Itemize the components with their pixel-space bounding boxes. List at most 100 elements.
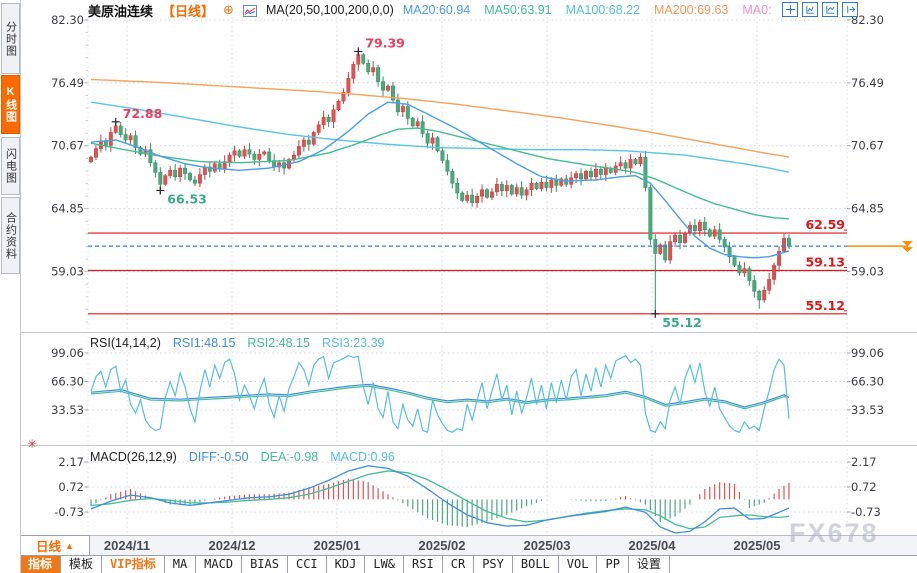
x-axis-month-label: 2024/12 <box>208 538 256 553</box>
bottom-tab-pp[interactable]: PP <box>597 556 629 573</box>
x-axis-month-label: 2025/05 <box>733 538 781 553</box>
rsi-readout: RSI1:48.15 RSI2:48.15 RSI3:23.39 <box>173 336 385 350</box>
macd-title[interactable]: MACD(26,12,9) <box>90 449 177 464</box>
axis-label: 66.30 <box>851 375 884 389</box>
bottom-tab-settings[interactable]: 设置 <box>629 556 670 573</box>
x-axis-month-label: 2024/11 <box>103 538 151 553</box>
extreme-price-label: 79.39 <box>365 35 405 50</box>
rsi-panel-header: RSI(14,14,2) RSI1:48.15 RSI2:48.15 RSI3:23… <box>90 335 385 350</box>
macd-panel-settings-icon[interactable]: ✳ <box>27 437 38 451</box>
price-level-label: 55.12 <box>805 298 845 313</box>
bottom-tab-macd[interactable]: MACD <box>196 556 243 573</box>
axis-label: 76.49 <box>851 76 884 90</box>
axis-label: 82.30 <box>51 13 84 27</box>
rsi-line-rsi1 <box>90 383 790 408</box>
axis-label: 66.30 <box>51 375 84 389</box>
period-badge: 【日线】 <box>162 3 215 19</box>
bottom-tab-cr[interactable]: CR <box>443 556 475 573</box>
rsi-value-rsi3: RSI3:23.39 <box>321 335 385 350</box>
ma-readout: MA20:60.94 MA50:63.91 MA100:68.22 MA200:69.… <box>403 3 772 17</box>
extreme-price-label: 72.88 <box>123 106 163 121</box>
charts-canvas[interactable]: 82.30 82.30 76.49 76.49 70.67 70.67 64.85 64.85… <box>0 0 917 535</box>
ma-line-ma100 <box>90 101 790 173</box>
scale-chart-icon[interactable] <box>802 2 818 17</box>
candlestick-series <box>89 51 791 314</box>
bottom-tab-template[interactable]: 模板 <box>61 556 103 573</box>
macd-value-diff: DIFF:-0.50 <box>188 449 249 464</box>
x-axis-month-label: 2025/03 <box>523 538 571 553</box>
sidebar-tab-lightning-chart[interactable]: 闪电图 <box>1 137 20 195</box>
axis-label: -0.73 <box>851 505 881 519</box>
axis-label: 2.17 <box>58 455 84 469</box>
bottom-tab-kdj[interactable]: KDJ <box>327 556 366 573</box>
price-marker-icon <box>902 241 913 247</box>
axis-label: 99.06 <box>51 346 84 360</box>
chart-toolbar <box>782 2 858 17</box>
bottom-tab-boll[interactable]: BOLL <box>513 556 559 573</box>
axis-label: 70.67 <box>851 139 884 153</box>
axis-label: -0.73 <box>54 505 84 519</box>
bottom-tab-indicator[interactable]: 指标 <box>20 556 62 573</box>
ma-value-ma200: MA200:69.63 <box>654 3 729 17</box>
axis-label: 76.49 <box>51 76 84 90</box>
rsi-value-rsi2: RSI2:48.15 <box>247 335 310 350</box>
bottom-tab-lw[interactable]: LW& <box>365 556 405 573</box>
bottom-tab-bias[interactable]: BIAS <box>242 556 288 573</box>
x-axis-month-label: 2025/02 <box>418 538 466 553</box>
bottom-tab-rsi[interactable]: RSI <box>404 556 443 573</box>
bottom-tab-ma[interactable]: MA <box>165 556 197 573</box>
price-level-label: 59.13 <box>805 254 845 269</box>
axis-label: 82.30 <box>851 13 884 27</box>
chart-type-sidebar: 分时图 K线图闪电图合约资料 <box>0 0 21 573</box>
rsi-line-rsi2 <box>90 385 790 410</box>
rsi-line-rsi3 <box>90 354 790 434</box>
ma-line-ma20 <box>90 101 790 259</box>
sidebar-tab-kline-chart[interactable]: K线图 <box>1 75 20 134</box>
scale-chart-alt-icon[interactable] <box>822 2 838 17</box>
macd-value-macd: MACD:0.96 <box>330 449 395 464</box>
bottom-tab-psy[interactable]: PSY <box>474 556 513 573</box>
ma-line-ma200 <box>90 78 790 158</box>
axis-label: 33.53 <box>851 403 884 417</box>
date-axis-row: 日线 ▲ 2024/11 2024/12 2025/01 2025/02 2025/03… <box>20 535 917 556</box>
mini-chart-icon[interactable] <box>242 4 257 17</box>
macd-diff-line <box>90 465 790 534</box>
axis-label: 59.03 <box>851 265 884 279</box>
axis-label: 59.03 <box>51 265 84 279</box>
main-chart-header: 美原油连续 【日线】 ⊕ MA(20,50,100,200,0,0) MA20:… <box>88 1 772 19</box>
exit-icon[interactable] <box>842 2 858 17</box>
macd-panel-header: MACD(26,12,9) DIFF:-0.50 DEA:-0.98 MACD:0.… <box>90 449 395 464</box>
extreme-price-label: 55.12 <box>662 315 702 330</box>
chevron-up-icon: ▲ <box>65 540 74 551</box>
ma-value-ma0: MA0: <box>742 3 772 17</box>
axis-label: 99.06 <box>851 346 884 360</box>
axis-label: 0.72 <box>851 480 877 494</box>
x-axis-month-label: 2025/04 <box>628 538 676 553</box>
bottom-tab-vol[interactable]: VOL <box>559 556 598 573</box>
period-selector[interactable]: 日线 ▲ <box>20 535 90 556</box>
indicator-tab-bar: 指标 模板 VIP指标 MA MACD BIAS CCI KDJ LW& RSI CR PSY BOLL… <box>20 555 917 573</box>
x-axis-month-label: 2025/01 <box>313 538 361 553</box>
axis-label: 33.53 <box>51 403 84 417</box>
rsi-title[interactable]: RSI(14,14,2) <box>90 335 161 350</box>
bottom-tab-cci[interactable]: CCI <box>288 556 327 573</box>
bottom-tab-vip-indicator[interactable]: VIP指标 <box>102 556 165 573</box>
ma-value-ma20: MA20:60.94 <box>402 3 471 17</box>
axis-label: 2.17 <box>851 455 877 469</box>
price-marker-icon <box>902 247 913 253</box>
ma-line-ma50 <box>90 127 790 220</box>
price-level-label: 62.59 <box>805 217 845 232</box>
sidebar-tab-contract-info[interactable]: 合约资料 <box>1 197 20 274</box>
period-selector-label: 日线 <box>36 540 62 554</box>
symbol-name: 美原油连续 <box>88 3 154 19</box>
axis-label: 0.72 <box>58 480 84 494</box>
watermark: FX678 <box>789 518 879 548</box>
ma-settings-label[interactable]: MA(20,50,100,200,0,0) <box>265 3 394 17</box>
macd-value-dea: DEA:-0.98 <box>260 449 319 464</box>
add-compare-icon[interactable]: ⊕ <box>223 2 234 17</box>
rsi-value-rsi1: RSI1:48.15 <box>172 335 236 350</box>
sidebar-tab-time-chart[interactable]: 分时图 <box>1 3 20 74</box>
crosshair-icon[interactable] <box>782 2 798 17</box>
ma-value-ma50: MA50:63.91 <box>484 3 552 17</box>
macd-dea-line <box>90 470 790 530</box>
